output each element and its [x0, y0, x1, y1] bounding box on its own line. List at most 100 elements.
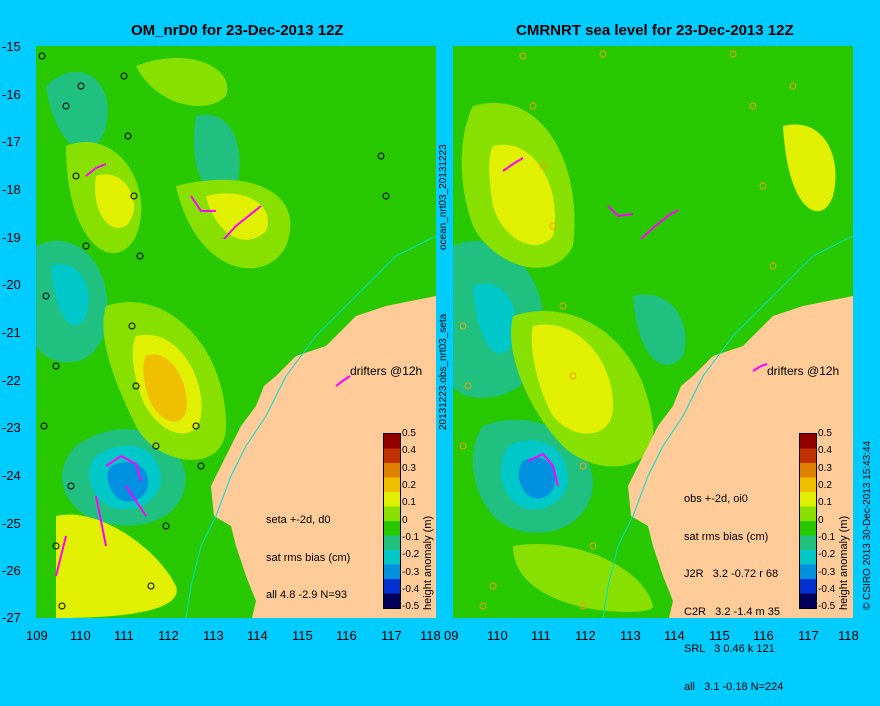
lon-tick: 110 — [70, 628, 91, 643]
right-anomaly-cyan-2 — [473, 284, 516, 354]
lon-tick: 118 — [838, 628, 859, 643]
left-map — [36, 46, 437, 619]
lon-tick: 112 — [158, 628, 179, 643]
left-map-svg — [36, 46, 437, 619]
cb-tick: 0.5 — [818, 428, 832, 439]
lat-tick: -15 — [2, 39, 21, 54]
cb-tick: 0.2 — [402, 480, 416, 491]
right-track-circles — [459, 50, 797, 610]
cb-tick: -0.4 — [818, 584, 836, 595]
lat-tick: -24 — [2, 468, 21, 483]
cb-tick: 0.4 — [818, 445, 832, 456]
lon-tick: 115 — [709, 628, 730, 643]
left-anomaly-yellow-4 — [56, 514, 177, 618]
right-anomaly-yellow-2 — [783, 124, 836, 212]
lat-tick: -22 — [2, 373, 21, 388]
lon-tick: 112 — [575, 628, 596, 643]
lat-tick: -25 — [2, 516, 21, 531]
cb-tick: 0.1 — [818, 497, 832, 508]
cb-tick: -0.5 — [402, 601, 420, 612]
lon-tick: 113 — [620, 628, 641, 643]
right-stats-line: obs +-2d, oi0 — [684, 493, 748, 505]
lon-tick: 09 — [444, 628, 459, 643]
lat-tick: -27 — [2, 610, 21, 625]
right-eddy-core — [518, 457, 556, 499]
lon-tick: 111 — [531, 628, 551, 643]
right-stats-line: C2R 3.2 -1.4 m 35 — [684, 605, 780, 618]
cb-tick: 0.3 — [818, 463, 832, 474]
right-anomaly-lime-3 — [513, 544, 654, 612]
left-contour-line — [185, 235, 437, 619]
lon-tick: 113 — [203, 628, 224, 643]
left-panel-title: OM_nrD0 for 23-Dec-2013 12Z — [131, 22, 344, 39]
lon-tick: 114 — [247, 628, 268, 643]
right-stats-line: J2R 3.2 -0.72 r 68 — [684, 568, 779, 580]
lat-tick: -26 — [2, 563, 21, 578]
cb-tick: -0.3 — [818, 567, 836, 578]
right-stats: obs +-2d, oi0 sat rms bias (cm) J2R 3.2 … — [684, 468, 783, 706]
left-track-circles — [38, 52, 390, 610]
right-anomaly-teal — [633, 294, 686, 366]
cb-tick: -0.5 — [818, 601, 836, 612]
lon-tick: 115 — [292, 628, 313, 643]
right-drifter-label: drifters @12h — [767, 364, 840, 378]
left-anomaly-orange — [143, 354, 187, 422]
left-anomaly-cyan-3 — [51, 264, 89, 326]
cb-tick: -0.3 — [402, 567, 420, 578]
lon-tick: 116 — [753, 628, 774, 643]
lat-tick: -18 — [2, 182, 21, 197]
lon-tick: 117 — [381, 628, 402, 643]
right-colorbar-ramp — [799, 433, 817, 609]
lat-tick: -17 — [2, 134, 21, 149]
left-anomaly-cyan-1 — [46, 71, 108, 150]
right-stats-line: SRL 3 0.46 k 121 — [684, 643, 775, 655]
lon-tick: 114 — [664, 628, 685, 643]
side-label-right: © CSIRO 2013 30-Dec-2013 15:43:44 — [862, 440, 873, 610]
right-drifter-tracks — [502, 157, 679, 487]
left-anomaly-yellow-2 — [206, 193, 268, 240]
cb-tick: 0 — [402, 515, 408, 526]
left-colorbar-label: height anomaly (m) — [422, 515, 434, 610]
lat-tick: -19 — [2, 230, 21, 245]
left-drifter-label: drifters @12h — [350, 364, 423, 378]
right-map-svg — [453, 46, 854, 619]
left-anomaly-teal — [194, 114, 240, 194]
lat-tick: -23 — [2, 420, 21, 435]
right-contour-line — [602, 235, 854, 619]
lat-tick: -20 — [2, 277, 21, 292]
cb-tick: -0.2 — [402, 549, 420, 560]
lon-tick: 116 — [336, 628, 357, 643]
lat-tick: -16 — [2, 87, 21, 102]
cb-tick: 0.2 — [818, 480, 832, 491]
cb-tick: 0 — [818, 515, 824, 526]
cb-tick: 0.3 — [402, 463, 416, 474]
right-stats-line: sat rms bias (cm) — [684, 530, 769, 543]
right-land — [628, 296, 853, 618]
lon-tick: 117 — [798, 628, 819, 643]
lon-tick: 111 — [114, 628, 134, 643]
cb-tick: 0.1 — [402, 497, 416, 508]
side-label-top: ocean_nrt03_20131223 — [438, 144, 449, 250]
left-stats-line: seta +-2d, d0 — [266, 514, 331, 526]
cb-tick: -0.4 — [402, 584, 420, 595]
cb-tick: -0.1 — [402, 532, 420, 543]
left-drifter-legend-icon — [335, 375, 351, 387]
right-map — [453, 46, 854, 619]
cb-tick: -0.2 — [818, 549, 836, 560]
right-stats-line: all 3.1 -0.18 N=224 — [684, 680, 784, 693]
right-panel-title: CMRNRT sea level for 23-Dec-2013 12Z — [516, 22, 794, 39]
left-land — [211, 296, 436, 618]
side-label-middle: 20131223.obs_nrt03_seta — [438, 313, 449, 430]
lon-tick: 118 — [420, 628, 441, 643]
right-colorbar-label: height anomaly (m) — [838, 515, 850, 610]
left-stats-line: all 4.8 -2.9 N=93 — [266, 589, 348, 601]
left-anomaly-yellow-1 — [95, 174, 135, 228]
left-colorbar-ramp — [383, 433, 401, 609]
lat-tick: -21 — [2, 325, 21, 340]
left-drifter-tracks — [55, 163, 262, 577]
left-anomaly-lime-4 — [136, 57, 228, 106]
cb-tick: -0.1 — [818, 532, 836, 543]
lon-tick: 109 — [26, 628, 48, 643]
left-stats: seta +-2d, d0 sat rms bias (cm) all 4.8 … — [266, 489, 350, 614]
lon-tick: 110 — [487, 628, 508, 643]
